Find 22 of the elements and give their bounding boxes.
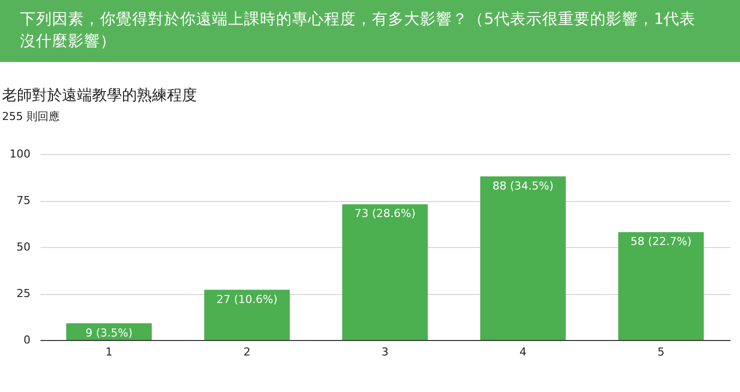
text: 58 (22.7%) [630, 235, 692, 248]
bar [204, 290, 290, 340]
y-tick-label: 50 [16, 240, 30, 254]
text: 27 (10.6%) [216, 292, 278, 306]
text: 73 (28.6%) [354, 207, 416, 220]
y-tick-label: 75 [16, 194, 30, 207]
x-tick-label: 2 [244, 346, 250, 358]
bar [480, 176, 566, 340]
y-tick-label: 25 [16, 287, 30, 300]
x-tick-label: 4 [520, 346, 526, 358]
x-tick-label: 5 [658, 346, 664, 358]
chart-subtitle: 老師對於遠端教學的熟練程度 [2, 86, 197, 104]
x-tick-label: 1 [106, 346, 112, 358]
y-tick-label: 0 [24, 334, 30, 346]
text: 9 (3.5%) [85, 326, 133, 340]
text: 255 則回應 [2, 110, 60, 123]
bar [618, 232, 704, 340]
y-tick-label: 100 [10, 148, 30, 160]
x-tick-label: 3 [382, 346, 388, 358]
text: 88 (34.5%) [492, 179, 554, 192]
bar [342, 204, 428, 340]
chart-title: 下列因素，你覺得對於你遠端上課時的專心程度，有多大影響？（5代表示很重要的影響，1代表沒什麼影響） [0, 0, 740, 62]
